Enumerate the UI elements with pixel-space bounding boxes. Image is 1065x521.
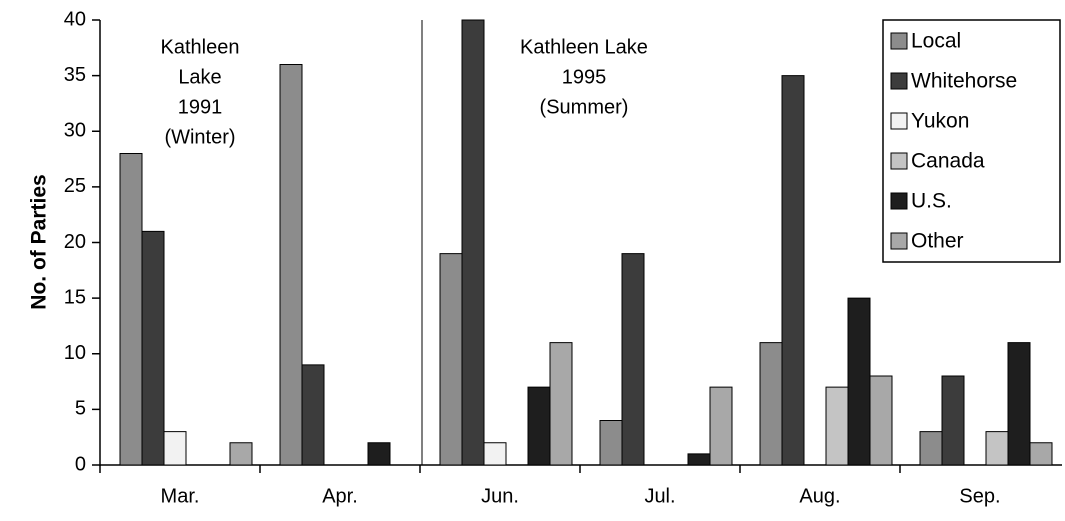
y-tick-label: 35	[64, 64, 86, 86]
bar	[781, 75, 805, 466]
bar	[461, 19, 485, 466]
bar	[549, 342, 573, 466]
bar	[141, 230, 165, 466]
legend-swatch	[890, 152, 908, 170]
bar	[279, 64, 303, 466]
x-tick-label: Sep.	[959, 485, 1000, 507]
legend-label: Local	[911, 30, 961, 53]
x-tick-label: Apr.	[322, 485, 358, 507]
x-tick-label: Jul.	[644, 485, 675, 507]
x-tick-label: Jun.	[481, 485, 519, 507]
annotation: (Winter)	[164, 126, 235, 148]
legend-swatch	[890, 32, 908, 50]
bar	[527, 386, 551, 466]
y-tick-label: 10	[64, 342, 86, 364]
legend-box	[882, 19, 1061, 263]
bar	[825, 386, 849, 466]
bar	[919, 431, 943, 466]
legend-swatch	[890, 72, 908, 90]
bar	[599, 420, 623, 466]
y-tick-label: 0	[75, 453, 86, 475]
x-tick-label: Aug.	[799, 485, 840, 507]
bar	[759, 342, 783, 466]
bar	[709, 386, 733, 466]
bar	[621, 253, 645, 466]
annotation: 1991	[178, 96, 223, 118]
y-tick-label: 30	[64, 120, 86, 142]
annotation: Lake	[178, 66, 221, 88]
y-tick-label: 40	[64, 8, 86, 30]
bar	[483, 442, 507, 466]
bar	[1007, 342, 1031, 466]
legend-swatch	[890, 232, 908, 250]
bar	[687, 453, 711, 466]
legend-swatch	[890, 192, 908, 210]
bar	[941, 375, 965, 466]
y-tick-label: 5	[75, 398, 86, 420]
bar	[439, 253, 463, 466]
x-tick-label: Mar.	[161, 485, 200, 507]
legend-swatch	[890, 112, 908, 130]
annotation: 1995	[562, 66, 607, 88]
bar	[367, 442, 391, 466]
bar	[119, 153, 143, 466]
y-tick-label: 15	[64, 286, 86, 308]
y-tick-label: 20	[64, 231, 86, 253]
bar	[163, 431, 187, 466]
legend-label: Canada	[911, 150, 985, 173]
legend-label: Yukon	[911, 110, 969, 133]
bar	[847, 297, 871, 466]
y-tick-label: 25	[64, 175, 86, 197]
bar	[985, 431, 1009, 466]
legend-label: Whitehorse	[911, 70, 1017, 93]
legend-label: Other	[911, 230, 964, 253]
annotation: (Summer)	[540, 96, 629, 118]
bar	[301, 364, 325, 466]
annotation: Kathleen Lake	[520, 36, 648, 58]
bar	[869, 375, 893, 466]
y-axis-label: No. of Parties	[28, 174, 51, 309]
bar	[1029, 442, 1053, 466]
bar	[229, 442, 253, 466]
legend-label: U.S.	[911, 190, 952, 213]
annotation: Kathleen	[161, 36, 240, 58]
